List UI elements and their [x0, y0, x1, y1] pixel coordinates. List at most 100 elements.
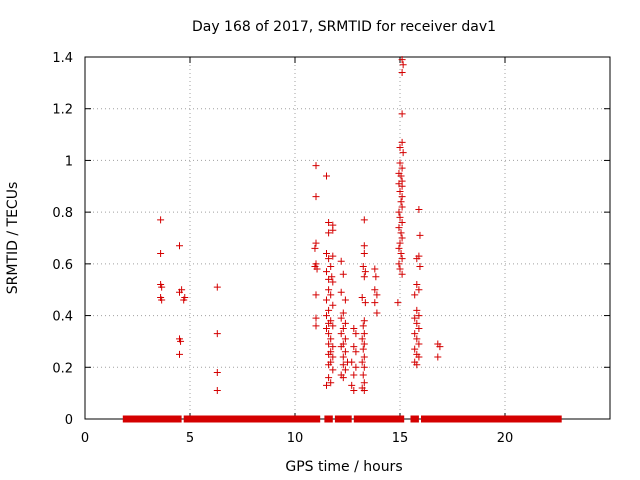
- data-point: [312, 322, 320, 330]
- data-point: [395, 244, 403, 252]
- data-point: [327, 379, 335, 387]
- data-point: [361, 268, 369, 276]
- data-point: [350, 325, 358, 332]
- data-point: [181, 293, 189, 301]
- data-point: [360, 363, 368, 371]
- data-point: [157, 250, 165, 258]
- baseline-segment: [410, 415, 419, 423]
- y-tick-label: 0.6: [52, 258, 73, 273]
- data-point: [327, 291, 335, 299]
- data-point: [329, 301, 337, 309]
- data-point: [213, 330, 221, 338]
- data-point: [352, 330, 360, 338]
- data-point: [337, 288, 345, 296]
- data-point: [398, 56, 406, 64]
- data-point: [398, 138, 406, 146]
- data-point: [158, 283, 166, 291]
- data-point: [413, 361, 421, 369]
- data-point: [398, 270, 406, 278]
- data-point: [213, 368, 221, 376]
- data-point: [311, 244, 319, 252]
- data-point: [436, 343, 444, 351]
- data-point: [337, 343, 345, 351]
- data-point: [413, 335, 421, 343]
- data-point: [329, 366, 337, 374]
- data-point: [350, 387, 358, 395]
- data-point: [360, 250, 368, 258]
- data-point: [373, 291, 381, 299]
- data-point: [413, 306, 421, 314]
- data-point: [323, 250, 330, 258]
- y-tick-label: 0: [65, 413, 73, 428]
- data-point: [416, 262, 424, 270]
- data-point: [360, 216, 368, 224]
- data-point: [413, 281, 421, 289]
- data-point: [157, 216, 165, 224]
- data-point: [312, 162, 320, 170]
- data-point: [398, 218, 406, 226]
- data-point: [213, 283, 221, 291]
- data-point: [350, 343, 358, 351]
- data-point: [394, 299, 402, 307]
- y-axis-label: SRMTID / TECUs: [5, 182, 21, 295]
- data-point: [413, 255, 421, 263]
- data-point: [397, 172, 405, 180]
- data-point: [360, 242, 368, 250]
- data-point: [339, 325, 347, 332]
- data-point: [398, 255, 406, 263]
- data-point: [341, 319, 349, 327]
- data-point: [339, 361, 347, 369]
- data-point: [325, 350, 333, 358]
- data-point: [360, 353, 368, 361]
- data-point: [411, 291, 419, 299]
- data-point: [341, 366, 349, 374]
- data-point: [360, 273, 368, 281]
- data-point: [178, 286, 186, 294]
- data-point: [415, 325, 423, 332]
- data-points: [157, 56, 444, 395]
- data-point: [358, 293, 366, 301]
- data-point: [395, 260, 403, 268]
- data-point: [312, 239, 320, 247]
- data-point: [312, 193, 320, 201]
- data-point: [360, 379, 368, 387]
- data-point: [352, 363, 360, 371]
- data-point: [434, 353, 442, 361]
- y-axis: 0 0.2 0.4 0.6 0.8 1 1.2 1.4: [52, 51, 610, 428]
- data-point: [415, 312, 423, 320]
- y-tick-label: 0.2: [52, 361, 73, 376]
- data-point: [361, 299, 369, 307]
- data-point: [329, 343, 337, 351]
- data-point: [396, 144, 404, 151]
- data-point: [325, 218, 333, 226]
- data-point: [341, 348, 349, 356]
- data-point: [398, 110, 406, 118]
- data-point: [395, 208, 403, 216]
- data-point: [398, 182, 406, 190]
- data-point: [396, 239, 404, 247]
- data-point: [323, 268, 330, 276]
- data-point: [337, 330, 345, 338]
- data-point: [325, 330, 333, 338]
- data-point: [358, 358, 366, 366]
- data-point: [359, 262, 367, 270]
- data-point: [350, 371, 358, 379]
- x-axis-label: GPS time / hours: [285, 459, 402, 475]
- data-point: [158, 296, 166, 304]
- baseline-segment: [334, 415, 352, 423]
- y-tick-label: 1: [65, 154, 73, 169]
- data-point: [398, 164, 406, 172]
- x-tick-label: 15: [392, 431, 409, 446]
- data-point: [411, 314, 419, 322]
- data-point: [325, 255, 333, 263]
- baseline-segment: [421, 415, 562, 423]
- data-point: [325, 361, 333, 369]
- data-point: [323, 172, 330, 180]
- y-tick-label: 1.4: [52, 51, 73, 66]
- data-point: [396, 159, 404, 167]
- data-point: [415, 286, 423, 294]
- y-tick-label: 0.8: [52, 206, 73, 221]
- x-tick-label: 5: [186, 431, 194, 446]
- data-point: [416, 231, 424, 239]
